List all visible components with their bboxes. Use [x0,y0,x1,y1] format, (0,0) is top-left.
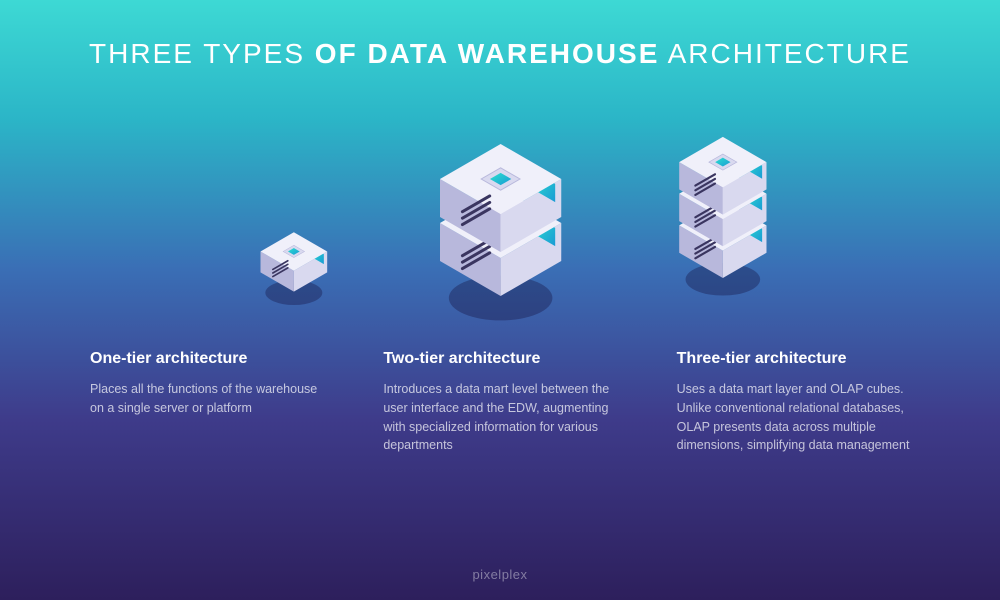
illustration-stage [0,80,1000,360]
column-body: Introduces a data mart level between the… [383,380,616,455]
title-suffix: ARCHITECTURE [659,38,911,69]
column-body: Places all the functions of the warehous… [90,380,323,418]
title-prefix: THREE TYPES [89,38,315,69]
page-title: THREE TYPES OF DATA WAREHOUSE ARCHITECTU… [0,0,1000,70]
server-three-tier-icon [672,134,774,309]
column-three-tier: Three-tier architecture Uses a data mart… [677,350,910,455]
columns-row: One-tier architecture Places all the fun… [0,350,1000,455]
column-one-tier: One-tier architecture Places all the fun… [90,350,323,455]
server-two-tier-icon [430,140,571,337]
column-body: Uses a data mart layer and OLAP cubes. U… [677,380,910,455]
title-bold: OF DATA WAREHOUSE [315,38,660,69]
footer-brand: pixelplex [0,567,1000,582]
server-one-tier-icon [255,230,333,316]
column-two-tier: Two-tier architecture Introduces a data … [383,350,616,455]
